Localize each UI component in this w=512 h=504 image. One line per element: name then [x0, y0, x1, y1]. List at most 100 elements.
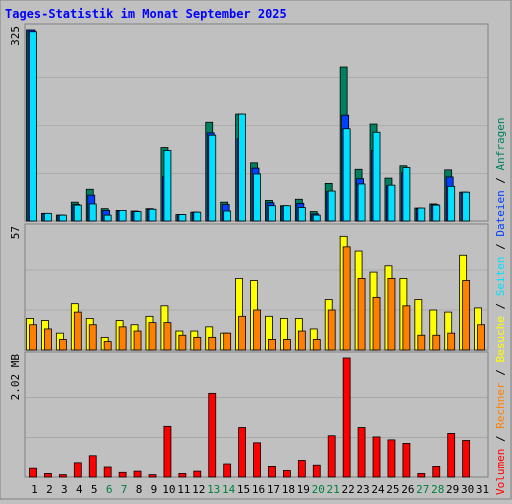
bar-seiten-day-29 [447, 185, 456, 222]
bar-seiten-day-22 [342, 128, 351, 222]
bar-volumen-day-18 [282, 470, 291, 478]
bar-volumen-day-12 [193, 470, 202, 478]
bar-rechner-day-8 [133, 330, 142, 351]
x-tick-label-day-23: 23 [356, 483, 369, 496]
bar-seiten-day-4 [73, 204, 82, 222]
bar-rechner-day-30 [462, 280, 471, 351]
bar-rechner-day-1 [29, 324, 37, 351]
bar-volumen-day-26 [402, 443, 411, 478]
bar-seiten-day-24 [372, 131, 381, 222]
bar-volumen-day-22 [342, 357, 351, 478]
bar-rechner-day-6 [103, 341, 112, 351]
bar-volumen-day-15 [238, 427, 247, 478]
panel-scale-label: 325 [9, 26, 22, 46]
bar-seiten-day-25 [387, 184, 396, 222]
bar-volumen-day-24 [372, 436, 381, 478]
x-tick-label-day-18: 18 [282, 483, 295, 496]
legend-entry-besuche: Besuche [494, 316, 507, 362]
legend-entry-seiten: Seiten [494, 257, 507, 297]
bar-volumen-day-4 [73, 462, 82, 478]
panel-scale-label: 57 [9, 226, 22, 239]
bar-seiten-day-14 [223, 210, 232, 222]
bar-volumen-day-5 [88, 455, 97, 478]
x-tick-label-day-3: 3 [61, 483, 68, 496]
bar-volumen-day-2 [44, 473, 52, 478]
bar-volumen-day-3 [58, 474, 67, 478]
bar-seiten-day-15 [238, 113, 247, 222]
bar-seiten-day-6 [103, 214, 112, 222]
bar-seiten-day-13 [208, 134, 217, 222]
bar-seiten-day-9 [148, 208, 157, 222]
bar-rechner-day-18 [282, 339, 291, 351]
x-tick-label-day-29: 29 [446, 483, 459, 496]
x-tick-label-day-28: 28 [431, 483, 444, 496]
bar-rechner-day-11 [178, 334, 187, 351]
bar-seiten-day-18 [282, 205, 291, 222]
series-seiten [29, 31, 471, 222]
legend-text: Volumen / Rechner / Besuche / Seiten / D… [494, 117, 507, 495]
bar-rechner-day-14 [223, 332, 232, 351]
bar-rechner-day-26 [402, 305, 411, 351]
bar-seiten-day-23 [357, 183, 366, 222]
legend-separator: / [494, 237, 507, 257]
bar-rechner-day-23 [357, 278, 366, 351]
bar-seiten-day-21 [327, 190, 336, 222]
x-tick-label-day-8: 8 [136, 483, 143, 496]
bar-volumen-day-7 [118, 471, 127, 478]
x-tick-label-day-11: 11 [177, 483, 190, 496]
bar-seiten-day-3 [58, 214, 67, 222]
legend-entry-dateien: Dateien [494, 190, 507, 236]
x-tick-label-day-31: 31 [476, 483, 489, 496]
x-tick-label-day-5: 5 [91, 483, 98, 496]
bar-seiten-day-11 [178, 214, 187, 222]
bar-volumen-day-17 [268, 465, 276, 478]
bar-rechner-day-9 [148, 322, 157, 351]
x-tick-label-day-6: 6 [106, 483, 113, 496]
bar-volumen-day-14 [223, 463, 232, 478]
x-tick-label-day-27: 27 [416, 483, 429, 496]
legend-separator: / [494, 296, 507, 316]
bar-rechner-day-19 [297, 330, 306, 351]
bar-rechner-day-27 [417, 334, 426, 351]
x-tick-label-day-7: 7 [121, 483, 128, 496]
bar-rechner-day-15 [238, 315, 247, 351]
x-tick-label-day-16: 16 [252, 483, 265, 496]
bar-rechner-day-7 [118, 326, 127, 351]
bar-volumen-day-21 [327, 435, 336, 478]
legend-separator: / [494, 429, 507, 449]
x-tick-label-day-30: 30 [461, 483, 474, 496]
x-tick-label-day-24: 24 [371, 483, 385, 496]
bar-rechner-day-17 [268, 339, 276, 351]
bar-seiten-day-8 [133, 211, 142, 222]
legend-entry-rechner: Rechner [494, 382, 507, 429]
x-tick-label-day-12: 12 [192, 483, 205, 496]
legend-entry-anfragen: Anfragen [494, 117, 507, 170]
bar-seiten-day-16 [253, 173, 261, 222]
x-tick-label-day-20: 20 [312, 483, 325, 496]
x-axis-labels: 1 2 3 4 5 6 7 8 9 10 11 12 13 14 15 16 17 18 19 20 21 22 23 24 2… [31, 483, 489, 496]
x-tick-label-day-1: 1 [31, 483, 38, 496]
bar-seiten-day-1 [29, 31, 37, 222]
bar-volumen-day-25 [387, 439, 396, 478]
bar-seiten-day-26 [402, 167, 411, 222]
bar-volumen-day-20 [312, 464, 321, 478]
bar-rechner-day-29 [447, 332, 456, 351]
bar-seiten-day-20 [312, 214, 321, 222]
bar-rechner-day-21 [327, 309, 336, 351]
bar-seiten-day-7 [118, 210, 127, 222]
x-tick-label-day-17: 17 [267, 483, 280, 496]
bar-volumen-day-9 [148, 474, 157, 478]
bar-rechner-day-28 [432, 334, 441, 351]
bar-rechner-day-22 [342, 246, 351, 351]
bar-volumen-day-6 [103, 466, 112, 478]
x-tick-label-day-21: 21 [327, 483, 340, 496]
bar-rechner-day-2 [44, 328, 52, 351]
panel-3: 2.02 MB [9, 351, 489, 478]
x-tick-label-day-14: 14 [222, 483, 236, 496]
bar-volumen-day-29 [447, 433, 456, 478]
bar-rechner-day-13 [208, 336, 217, 351]
bar-volumen-day-19 [297, 460, 306, 478]
x-tick-label-day-10: 10 [162, 483, 175, 496]
